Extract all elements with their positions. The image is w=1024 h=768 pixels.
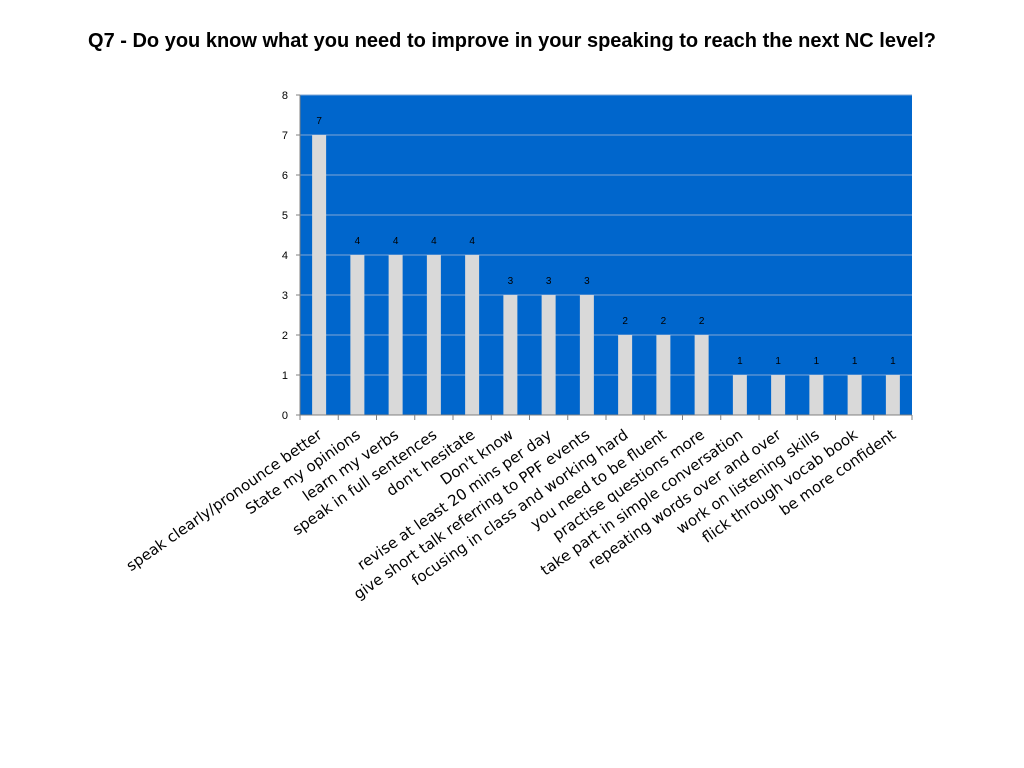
y-tick-label: 4 [282, 250, 288, 262]
category-label: speak clearly/pronounce better [123, 425, 326, 575]
data-label: 4 [469, 236, 475, 247]
data-label: 1 [775, 356, 781, 367]
data-label: 2 [622, 316, 628, 327]
bar [847, 375, 862, 415]
bar [541, 295, 556, 415]
bar [388, 255, 403, 415]
bar [426, 255, 441, 415]
bar [694, 335, 709, 415]
y-tick-label: 7 [282, 130, 288, 142]
data-label: 3 [546, 276, 552, 287]
data-label: 7 [316, 116, 322, 127]
data-label: 1 [852, 356, 858, 367]
data-label: 3 [584, 276, 590, 287]
data-label: 2 [661, 316, 667, 327]
bar [579, 295, 594, 415]
bar [809, 375, 824, 415]
bars [312, 135, 900, 415]
bar [618, 335, 633, 415]
data-label: 1 [737, 356, 743, 367]
bar [771, 375, 786, 415]
y-tick-label: 6 [282, 170, 288, 182]
bar [503, 295, 518, 415]
bar [732, 375, 747, 415]
bar [465, 255, 480, 415]
data-label: 4 [355, 236, 361, 247]
y-tick-label: 0 [282, 410, 288, 422]
y-tick-label: 3 [282, 290, 288, 302]
data-label: 2 [699, 316, 705, 327]
y-tick-label: 8 [282, 90, 288, 102]
chart-title: Q7 - Do you know what you need to improv… [88, 30, 936, 52]
bar [656, 335, 671, 415]
y-tick-label: 1 [282, 370, 288, 382]
data-label: 4 [431, 236, 437, 247]
data-label: 3 [508, 276, 514, 287]
bar [312, 135, 327, 415]
data-label: 4 [393, 236, 399, 247]
y-tick-label: 5 [282, 210, 288, 222]
data-label: 1 [814, 356, 820, 367]
bar [350, 255, 365, 415]
bar [885, 375, 900, 415]
data-label: 1 [890, 356, 896, 367]
y-tick-label: 2 [282, 330, 288, 342]
axes [296, 94, 913, 420]
